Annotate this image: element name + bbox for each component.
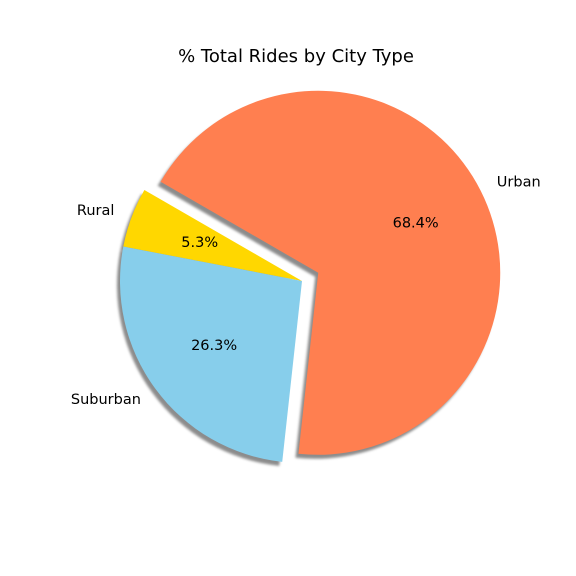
- slice-pct-urban: 68.4%: [393, 215, 439, 231]
- slice-label-suburban: Suburban: [71, 392, 141, 408]
- slice-suburban: [119, 246, 302, 462]
- pie-labels: Rural 5.3% Suburban 26.3% Urban 68.4%: [71, 174, 541, 408]
- slice-pct-rural: 5.3%: [181, 235, 218, 251]
- chart-title: % Total Rides by City Type: [178, 46, 414, 67]
- slice-rural: [123, 190, 303, 281]
- slice-pct-suburban: 26.3%: [191, 338, 237, 354]
- pie-slices: [119, 90, 501, 462]
- slice-label-rural: Rural: [77, 203, 115, 219]
- slice-label-urban: Urban: [497, 174, 541, 190]
- slice-urban: [160, 90, 501, 455]
